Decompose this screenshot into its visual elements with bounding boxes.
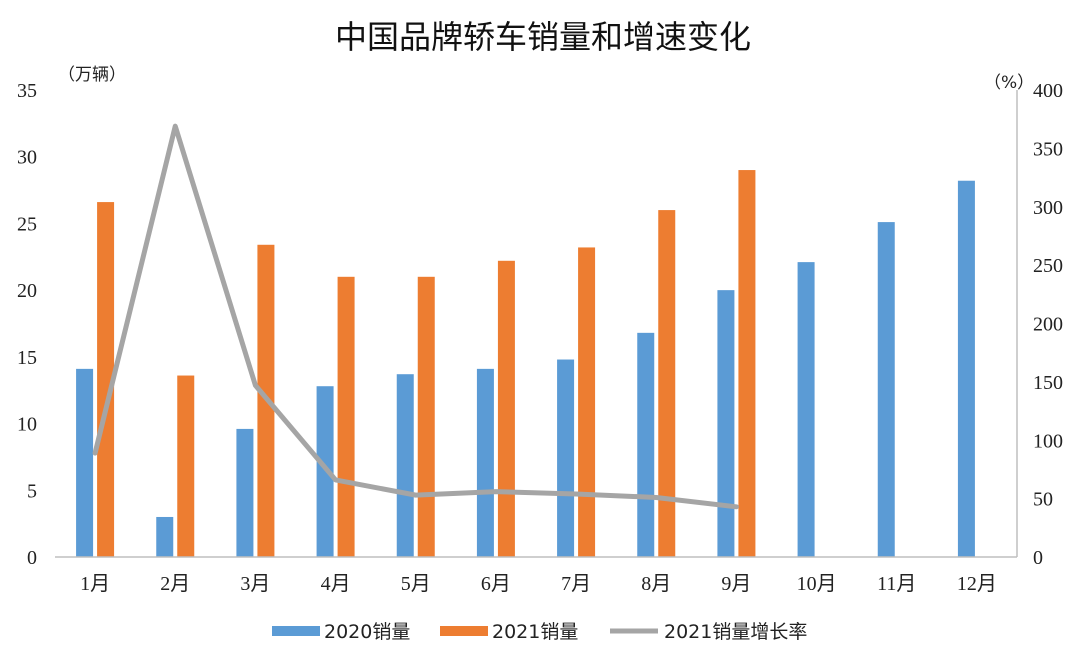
legend-label-2021: 2021销量: [492, 621, 578, 643]
bars: [76, 170, 975, 558]
x-tick-label: 12月: [957, 573, 997, 595]
left-tick-label: 5: [27, 480, 37, 502]
x-tick-label: 11月: [877, 573, 916, 595]
left-tick-label: 25: [17, 213, 37, 235]
bar-2020: [156, 516, 174, 557]
left-tick-label: 15: [17, 347, 37, 369]
bar-2020: [637, 332, 655, 557]
left-axis-unit: （万辆）: [58, 65, 126, 85]
right-axis-unit: （%）: [984, 73, 1034, 93]
right-tick-label: 400: [1033, 80, 1063, 102]
right-tick-label: 350: [1033, 138, 1063, 160]
x-tick-label: 3月: [240, 573, 270, 595]
bar-2020: [476, 368, 494, 557]
growth-line: [92, 123, 739, 510]
bar-2021: [417, 276, 435, 557]
x-tick-label: 8月: [641, 573, 671, 595]
legend-swatch-2021: [440, 626, 488, 636]
bar-2021: [658, 210, 676, 558]
x-tick-label: 5月: [401, 573, 431, 595]
bar-2020: [877, 222, 895, 557]
bar-2021: [97, 202, 115, 557]
left-tick-label: 35: [17, 80, 37, 102]
right-tick-label: 0: [1033, 547, 1043, 569]
left-tick-label: 20: [17, 280, 37, 302]
x-tick-label: 2月: [160, 573, 190, 595]
bar-2020: [396, 374, 414, 557]
legend: 2020销量 2021销量 2021销量增长率: [272, 621, 807, 643]
bar-2020: [797, 262, 815, 557]
bar-2020: [557, 359, 575, 557]
left-axis-ticks: 0 5 10 15 20 25 30 35: [17, 80, 37, 569]
right-tick-label: 200: [1033, 314, 1063, 336]
bar-2020: [717, 290, 735, 557]
right-axis-ticks: 0 50 100 150 200 250 300 350 400: [1033, 80, 1063, 569]
legend-label-growth: 2021销量增长率: [664, 621, 807, 643]
bar-2020: [236, 428, 254, 557]
bar-2020: [957, 180, 975, 557]
x-tick-label: 1月: [80, 573, 110, 595]
left-tick-label: 30: [17, 147, 37, 169]
right-tick-label: 50: [1033, 489, 1053, 511]
x-tick-label: 4月: [321, 573, 351, 595]
bar-2021: [578, 247, 596, 557]
x-tick-label: 7月: [561, 573, 591, 595]
x-tick-label: 6月: [481, 573, 511, 595]
left-tick-label: 0: [27, 547, 37, 569]
x-tick-label: 10月: [797, 573, 837, 595]
right-tick-label: 300: [1033, 197, 1063, 219]
bar-2020: [76, 368, 94, 557]
bar-2021: [497, 260, 515, 557]
right-tick-label: 100: [1033, 430, 1063, 452]
bar-2021: [337, 276, 355, 557]
legend-swatch-2020: [272, 626, 320, 636]
legend-label-2020: 2020销量: [324, 621, 410, 643]
bar-2021: [177, 375, 195, 557]
x-tick-label: 9月: [721, 573, 751, 595]
bar-2021: [738, 170, 756, 558]
right-tick-label: 150: [1033, 372, 1063, 394]
right-tick-label: 250: [1033, 255, 1063, 277]
chart-title: 中国品牌轿车销量和增速变化: [335, 18, 751, 56]
x-axis-ticks: 1月 2月 3月 4月 5月 6月 7月 8月 9月 10月 11月 12月: [80, 573, 997, 595]
bar-2020: [316, 386, 334, 557]
left-tick-label: 10: [17, 414, 37, 436]
